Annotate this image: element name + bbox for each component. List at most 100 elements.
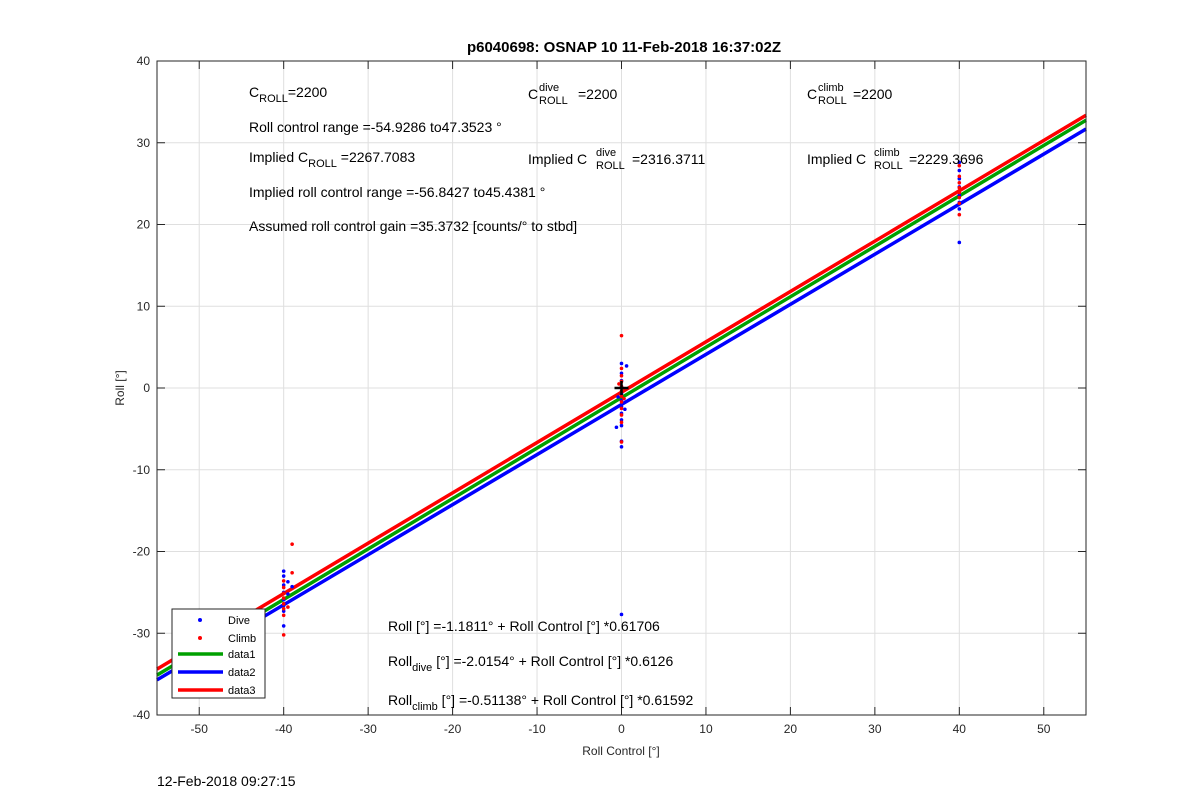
- point-climb: [619, 333, 624, 338]
- scatter-points: [281, 160, 962, 637]
- point-climb: [281, 579, 286, 583]
- point-climb: [619, 400, 624, 404]
- point-dive: [619, 361, 624, 366]
- y-tick-label: -10: [133, 463, 151, 477]
- annotation-implied-c-roll-dive: Implied C: [528, 151, 587, 167]
- y-tick-label: 10: [137, 299, 151, 313]
- annotation-c-roll-climb: C: [807, 86, 817, 102]
- origin-marker: [614, 381, 629, 395]
- x-tick-label: -30: [359, 722, 377, 736]
- point-dive: [619, 612, 624, 617]
- y-tick-label: -40: [133, 708, 151, 722]
- annotation-implied-c-roll-dive-sub: ROLL: [596, 160, 625, 172]
- annotation-c-roll: CROLL=2200: [249, 84, 327, 105]
- annotation-implied-c-roll: Implied CROLL =2267.7083: [249, 149, 415, 170]
- point-dive: [281, 574, 286, 578]
- annotation-fit-climb: Rollclimb [°] =-0.51138° + Roll Control …: [388, 692, 693, 713]
- point-dive: [281, 624, 286, 628]
- point-climb: [281, 606, 286, 611]
- annotation-implied-c-roll-climb-sub: ROLL: [874, 160, 903, 172]
- annotation-implied-c-roll-climb-sup: climb: [874, 147, 900, 159]
- point-climb: [619, 440, 624, 444]
- annotation-c-roll-climb-sup: climb: [818, 82, 844, 94]
- fit-line-data2: [156, 127, 1087, 682]
- point-dive: [286, 592, 290, 596]
- y-axis-label: Roll [°]: [113, 370, 127, 405]
- point-climb: [957, 185, 962, 190]
- annotation-fit-dive: Rolldive [°] =-2.0154° + Roll Control [°…: [388, 653, 673, 674]
- legend-label-data2: data2: [228, 667, 256, 679]
- point-climb: [290, 542, 294, 546]
- annotation-c-roll-dive-sub: ROLL: [539, 95, 568, 107]
- point-climb: [281, 602, 286, 606]
- point-climb: [281, 633, 286, 637]
- annotation-c-roll-climb-sub: ROLL: [818, 95, 847, 107]
- x-axis-label: Roll Control [°]: [582, 744, 660, 758]
- point-climb: [622, 396, 626, 401]
- y-tick-label: -20: [133, 545, 151, 559]
- point-dive: [286, 579, 290, 584]
- annotation-c-roll-dive: C: [528, 86, 538, 102]
- annotation-implied-c-roll-dive-value: =2316.3711: [632, 151, 706, 167]
- point-climb: [957, 201, 962, 206]
- point-dive: [957, 168, 962, 173]
- legend-marker-dive: [198, 618, 202, 622]
- point-climb: [619, 366, 624, 371]
- point-dive: [616, 395, 620, 399]
- point-dive: [624, 364, 629, 368]
- annotation-implied-c-roll-climb-value: =2229.3696: [909, 151, 984, 167]
- point-climb: [957, 163, 962, 168]
- point-dive: [614, 425, 619, 430]
- x-tick-label: 10: [699, 722, 713, 736]
- x-tick-label: 40: [953, 722, 967, 736]
- legend-label-data3: data3: [228, 685, 256, 697]
- point-climb: [281, 591, 286, 595]
- x-tick-label: 20: [784, 722, 798, 736]
- point-dive: [290, 584, 294, 589]
- legend-label-climb: Climb: [228, 633, 256, 645]
- point-climb: [281, 613, 286, 618]
- legend: Dive Climb data1 data2 data3: [171, 608, 266, 699]
- x-tick-label: -50: [191, 722, 209, 736]
- point-dive: [957, 160, 962, 165]
- point-climb: [286, 605, 290, 609]
- tick-labels: -50 -40 -30 -20 -10 0 10 20 30 40 50 -40 -30 -20 -10 0 1…: [133, 54, 1051, 736]
- point-climb: [957, 174, 962, 179]
- y-tick-label: 30: [137, 136, 151, 150]
- x-tick-label: 0: [618, 722, 625, 736]
- y-tick-label: 20: [137, 218, 151, 232]
- point-dive: [281, 569, 286, 573]
- x-tick-label: 50: [1037, 722, 1051, 736]
- point-dive: [619, 423, 624, 428]
- point-climb: [619, 420, 624, 425]
- annotation-fit-all: Roll [°] =-1.1811° + Roll Control [°] *0…: [388, 618, 660, 634]
- legend-label-dive: Dive: [228, 615, 250, 627]
- annotation-roll-control-range: Roll control range =-54.9286 to47.3523 °: [249, 119, 502, 135]
- footer-timestamp: 12-Feb-2018 09:27:15: [157, 773, 296, 789]
- point-climb: [619, 373, 624, 378]
- y-tick-label: 0: [143, 381, 150, 395]
- point-climb: [290, 570, 294, 575]
- point-climb: [281, 585, 286, 590]
- annotation-c-roll-dive-sup: dive: [539, 82, 559, 94]
- point-climb: [957, 212, 962, 217]
- annotation-c-roll-dive-value: =2200: [578, 86, 618, 102]
- point-dive: [623, 407, 627, 412]
- point-dive: [619, 445, 624, 449]
- point-dive: [957, 240, 962, 245]
- point-dive: [957, 207, 962, 211]
- annotation-c-roll-climb-value: =2200: [853, 86, 893, 102]
- y-tick-label: 40: [137, 54, 151, 68]
- annotation-implied-range: Implied roll control range =-56.8427 to4…: [249, 184, 545, 200]
- point-climb: [617, 382, 621, 386]
- x-tick-label: 30: [868, 722, 882, 736]
- legend-marker-climb: [198, 636, 202, 640]
- point-climb: [957, 181, 962, 185]
- annotation-implied-c-roll-climb: Implied C: [807, 151, 866, 167]
- x-tick-label: -10: [528, 722, 546, 736]
- y-tick-label: -30: [133, 626, 151, 640]
- x-tick-label: -20: [444, 722, 462, 736]
- annotation-gain: Assumed roll control gain =35.3732 [coun…: [249, 218, 577, 234]
- annotation-implied-c-roll-dive-sup: dive: [596, 147, 616, 159]
- point-climb: [281, 596, 286, 600]
